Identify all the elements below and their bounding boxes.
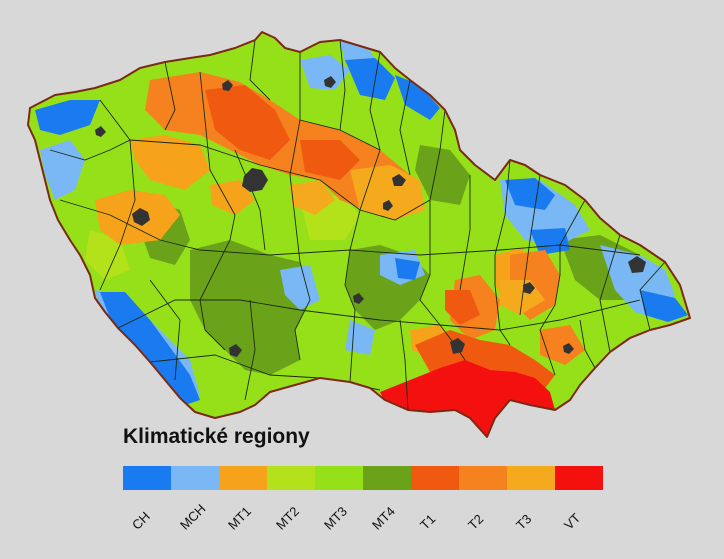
legend-swatch-t3	[507, 466, 555, 490]
legend-label-mch: MCH	[177, 501, 209, 533]
city-karlovy-vary	[95, 126, 106, 137]
city-usti	[222, 80, 233, 91]
city-ostrava	[628, 256, 646, 273]
region-mt4	[190, 240, 310, 375]
city-ceske-budejovice	[229, 344, 242, 357]
legend-swatch-mt1	[219, 466, 267, 490]
city-areas	[95, 76, 646, 357]
region-t1	[445, 290, 480, 325]
legend-swatch-t1	[411, 466, 459, 490]
region-mch	[40, 140, 85, 200]
national-border	[27, 31, 691, 438]
legend-swatch-mt2	[267, 466, 315, 490]
city-pardubice	[383, 200, 393, 211]
region-mt1	[210, 180, 255, 215]
region-t3	[290, 180, 335, 215]
region-ch	[395, 75, 440, 120]
city-liberec	[324, 76, 336, 88]
legend-label-mt2: MT2	[273, 503, 302, 533]
legend-label-t3: T3	[513, 511, 535, 533]
region-ch	[640, 290, 688, 322]
legend-label-mt1: MT1	[225, 503, 254, 533]
city-hradec	[392, 174, 406, 186]
region-vt	[380, 360, 555, 437]
legend-title: Klimatické regiony	[123, 425, 310, 448]
city-olomouc	[523, 282, 535, 294]
legend-swatch-t2	[459, 466, 507, 490]
legend-swatch-mt4	[363, 466, 411, 490]
region-ch	[345, 58, 395, 100]
legend-color-bar	[123, 466, 603, 490]
region-t2	[540, 325, 585, 365]
region-mch	[300, 55, 350, 90]
legend-label-mt3: MT3	[321, 503, 350, 533]
legend-swatch-vt	[555, 466, 603, 490]
climate-region-map	[27, 31, 691, 438]
legend-label-ch: CH	[129, 508, 153, 533]
region-mt1	[130, 135, 210, 190]
city-zlin	[563, 343, 574, 354]
region-ch	[395, 258, 420, 280]
city-brno	[450, 338, 465, 354]
region-ch	[35, 100, 100, 135]
legend-label-vt: VT	[561, 510, 584, 533]
city-praha	[242, 168, 268, 192]
legend-swatch-mch	[171, 466, 219, 490]
city-jihlava	[353, 293, 364, 304]
legend-label-mt4: MT4	[369, 503, 398, 533]
region-t3	[350, 165, 425, 220]
region-ch	[505, 178, 555, 210]
city-plzen	[132, 208, 150, 226]
region-t1	[205, 85, 290, 160]
legend-label-t2: T2	[465, 511, 487, 533]
legend-label-t1: T1	[417, 511, 439, 533]
legend-labels: CH MCH MT1 MT2 MT3 MT4 T1 T2 T3 VT	[123, 500, 603, 550]
district-boundaries	[49, 39, 666, 411]
region-t1	[300, 140, 360, 180]
legend-swatch-mt3	[315, 466, 363, 490]
region-mt4	[415, 145, 470, 205]
legend-swatch-ch	[123, 466, 171, 490]
